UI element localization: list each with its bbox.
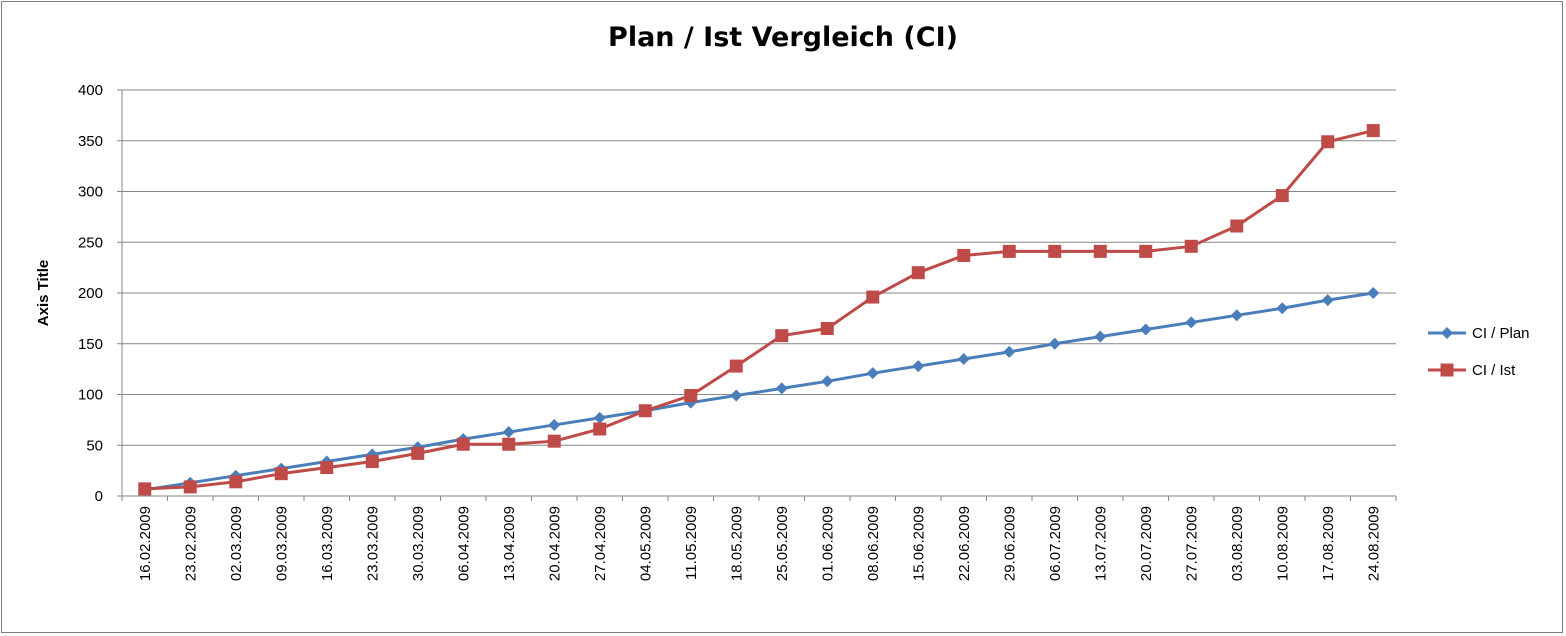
- series-line-ci-ist: [144, 129, 1374, 491]
- data-point-ci-ist: [1093, 244, 1107, 258]
- data-point-ci-plan: [1367, 287, 1380, 299]
- data-point-ci-plan: [866, 367, 879, 380]
- y-tick-label: 100: [78, 387, 103, 404]
- data-point-ci-ist: [456, 437, 470, 451]
- data-point-ci-plan: [548, 418, 561, 431]
- data-point-ci-plan: [1139, 323, 1152, 336]
- x-tick-label: 02.03.2009: [228, 506, 245, 581]
- chart-title: Plan / Ist Vergleich (CI): [608, 22, 958, 53]
- series: [138, 124, 1380, 496]
- y-tick-label: 200: [78, 285, 103, 302]
- data-point-ci-plan: [1185, 316, 1198, 329]
- data-point-ci-ist: [1139, 244, 1153, 258]
- data-point-ci-ist: [911, 266, 925, 280]
- data-point-ci-plan: [1048, 337, 1061, 350]
- x-tick-label: 24.08.2009: [1365, 506, 1382, 581]
- data-point-ci-plan: [1321, 294, 1334, 307]
- data-point-ci-ist: [365, 454, 379, 468]
- y-tick-label: 400: [78, 82, 103, 99]
- data-point-ci-plan: [912, 360, 925, 373]
- x-tick-label: 27.07.2009: [1183, 506, 1200, 581]
- data-point-ci-ist: [1184, 239, 1198, 253]
- x-tick-label: 13.04.2009: [501, 506, 518, 581]
- x-tick-label: 18.05.2009: [728, 506, 745, 581]
- x-tick-label: 01.06.2009: [819, 506, 836, 581]
- data-point-ci-plan: [1276, 302, 1289, 315]
- x-tick-label: 06.07.2009: [1047, 506, 1064, 581]
- data-point-ci-ist: [274, 467, 288, 481]
- data-point-ci-plan: [775, 382, 788, 395]
- x-tick-label: 23.03.2009: [364, 506, 381, 581]
- data-point-ci-ist: [1002, 244, 1016, 258]
- y-tick-label: 300: [78, 184, 103, 201]
- data-point-ci-ist: [1048, 244, 1062, 258]
- x-tick-label: 10.08.2009: [1274, 506, 1291, 581]
- data-point-ci-ist: [502, 437, 516, 451]
- axes: 0 50 100 150 200 250 300 350 400 16.02.2009 23.02.…: [78, 82, 1397, 581]
- x-tick-label: 09.03.2009: [273, 506, 290, 581]
- data-point-ci-ist: [320, 461, 334, 475]
- x-tick-label: 30.03.2009: [410, 506, 427, 581]
- data-point-ci-ist: [547, 434, 561, 448]
- x-tick-label: 20.04.2009: [546, 506, 563, 581]
- y-tick-label: 50: [86, 437, 103, 454]
- x-tick-label: 23.02.2009: [182, 506, 199, 581]
- x-tick-label: 08.06.2009: [865, 506, 882, 581]
- data-point-ci-ist: [138, 482, 152, 496]
- y-tick-label: 0: [95, 488, 103, 505]
- data-point-ci-ist: [775, 329, 789, 343]
- x-tick-label: 03.08.2009: [1229, 506, 1246, 581]
- data-point-ci-plan: [1230, 309, 1243, 322]
- data-point-ci-ist: [684, 389, 698, 403]
- x-tick-label: 27.04.2009: [592, 506, 609, 581]
- data-point-ci-plan: [1094, 330, 1107, 343]
- data-point-ci-plan: [821, 375, 834, 388]
- series-line-ci-plan: [144, 291, 1374, 492]
- x-tick-label: 13.07.2009: [1092, 506, 1109, 581]
- gridlines: [122, 89, 1396, 446]
- data-point-ci-ist: [957, 248, 971, 262]
- data-point-ci-ist: [820, 322, 834, 336]
- x-tick-label: 20.07.2009: [1138, 506, 1155, 581]
- y-tick-label: 250: [78, 234, 103, 251]
- data-point-ci-ist: [638, 404, 652, 418]
- legend-label-ci-ist: CI / Ist: [1472, 362, 1516, 379]
- x-tick-label: 16.03.2009: [319, 506, 336, 581]
- data-point-ci-ist: [1321, 135, 1335, 149]
- x-tick-label: 22.06.2009: [956, 506, 973, 581]
- data-point-ci-ist: [411, 446, 425, 460]
- data-point-ci-plan: [957, 352, 970, 365]
- data-point-ci-ist: [729, 359, 743, 373]
- data-point-ci-ist: [866, 290, 880, 304]
- data-point-ci-ist: [593, 422, 607, 436]
- y-tick-label: 150: [78, 336, 103, 353]
- data-point-ci-ist: [229, 475, 243, 489]
- x-tick-label: 17.08.2009: [1320, 506, 1337, 581]
- legend-label-ci-plan: CI / Plan: [1472, 325, 1530, 342]
- x-tick-label: 29.06.2009: [1001, 506, 1018, 581]
- data-point-ci-plan: [1003, 345, 1016, 358]
- x-tick-label: 15.06.2009: [910, 506, 927, 581]
- x-tick-label: 25.05.2009: [774, 506, 791, 581]
- data-point-ci-plan: [593, 411, 606, 424]
- x-tick-label: 06.04.2009: [455, 506, 472, 581]
- data-point-ci-plan: [730, 389, 743, 402]
- data-point-ci-ist: [1230, 219, 1244, 233]
- legend-marker-ci-plan: [1441, 327, 1453, 339]
- data-point-ci-ist: [183, 480, 197, 494]
- x-tick-label: 11.05.2009: [683, 506, 700, 580]
- data-point-ci-plan: [502, 426, 515, 439]
- x-tick-label: 16.02.2009: [137, 506, 154, 581]
- y-axis-title: Axis Title: [35, 260, 52, 326]
- data-point-ci-ist: [1366, 124, 1380, 138]
- legend: CI / Plan CI / Ist: [1428, 325, 1530, 379]
- y-tick-label: 350: [78, 133, 103, 150]
- data-point-ci-ist: [1275, 189, 1289, 203]
- legend-marker-ci-ist: [1440, 363, 1454, 377]
- x-tick-label: 04.05.2009: [637, 506, 654, 581]
